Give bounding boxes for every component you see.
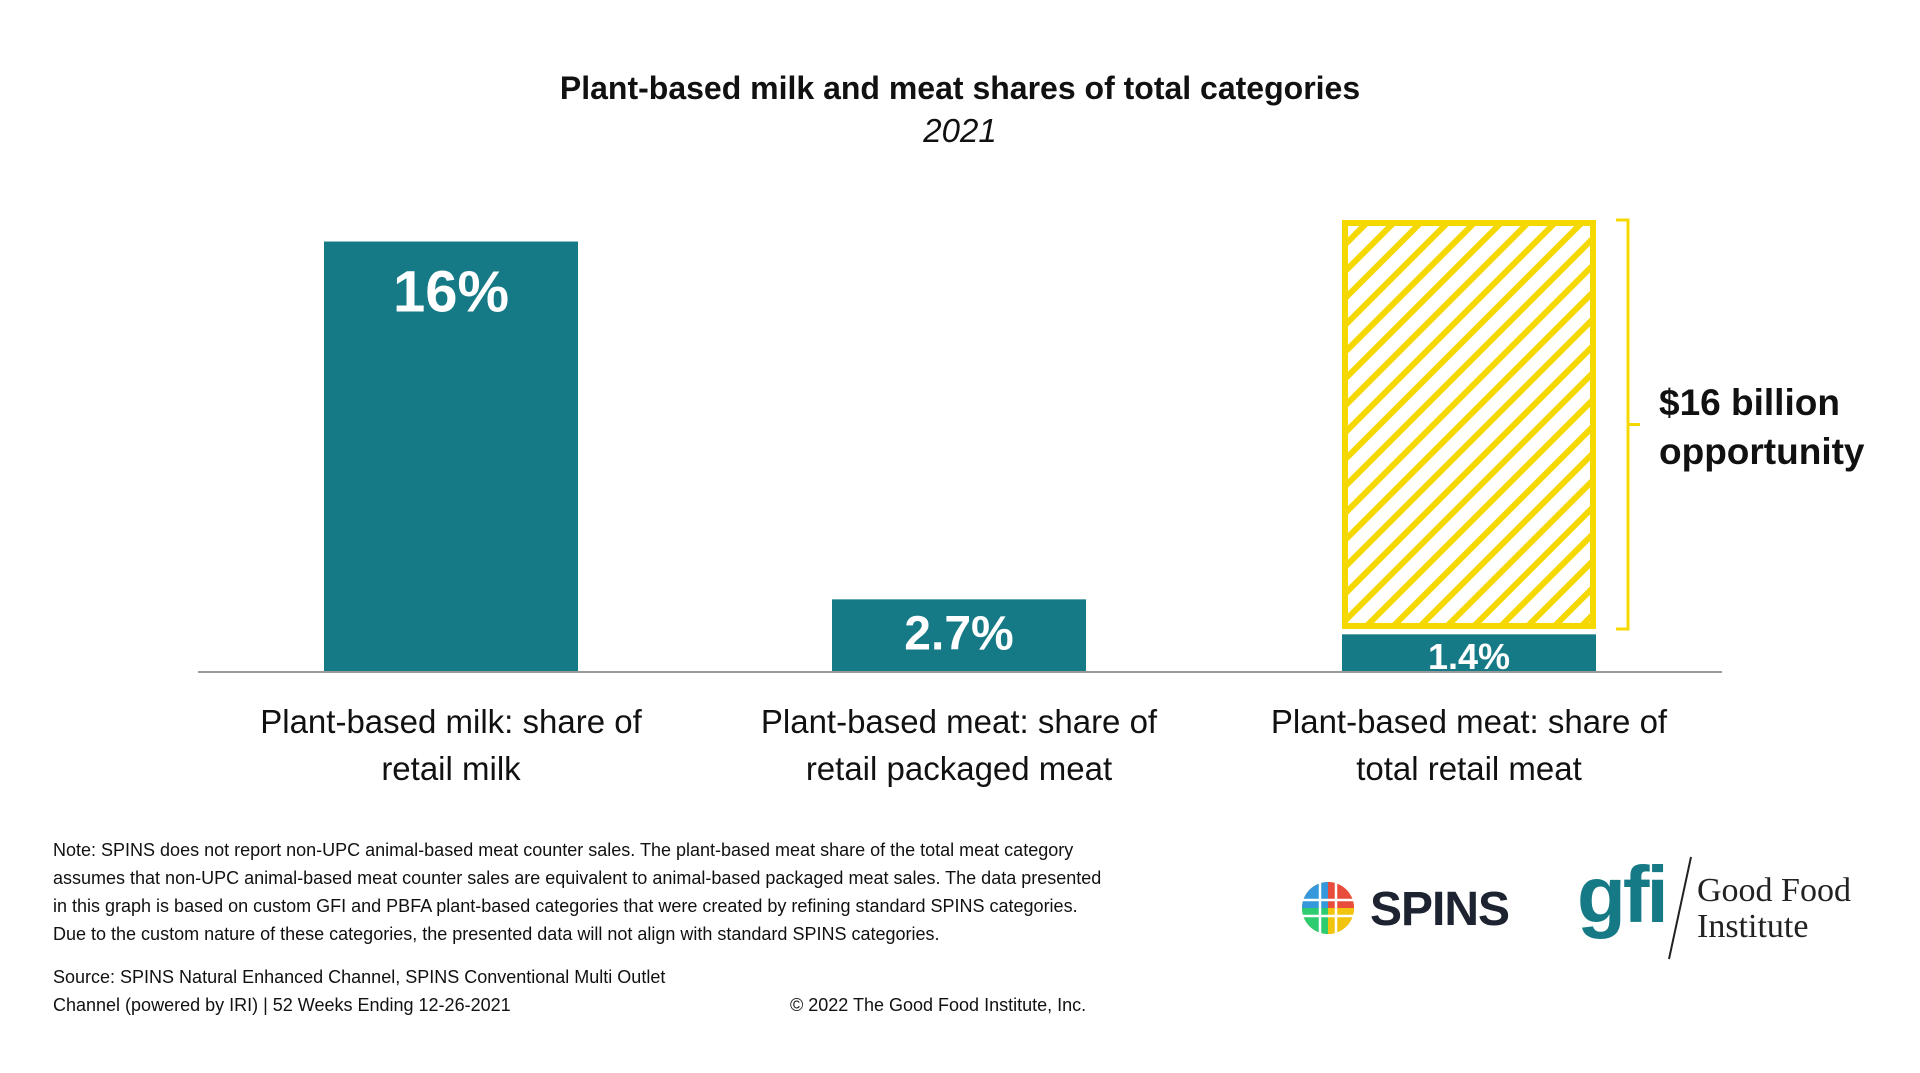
footnote: Note: SPINS does not report non-UPC anim… xyxy=(53,836,1253,948)
opportunity-bar xyxy=(1342,220,1596,629)
category-label-line: Plant-based meat: share of xyxy=(1270,703,1668,740)
opportunity-annotation: $16 billion opportunity xyxy=(1659,378,1865,476)
bar xyxy=(1342,634,1596,672)
source-line: Channel (powered by IRI) | 52 Weeks Endi… xyxy=(53,995,511,1015)
copyright: © 2022 The Good Food Institute, Inc. xyxy=(790,995,1087,1015)
category-label-line: retail packaged meat xyxy=(805,750,1113,787)
gfi-name: Good Food Institute xyxy=(1697,873,1851,945)
category-label: Plant-based meat: share of retail package… xyxy=(729,698,1189,792)
bar xyxy=(324,241,578,672)
gfi-logo: gfi Good Food Institute xyxy=(1577,850,1877,965)
category-label-line: Plant-based meat: share of xyxy=(760,703,1158,740)
chart-title: Plant-based milk and meat shares of tota… xyxy=(559,70,1361,106)
note-line: in this graph is based on custom GFI and… xyxy=(53,896,1078,916)
gfi-divider xyxy=(1668,856,1692,960)
gfi-name-line: Good Food xyxy=(1697,872,1851,909)
category-label: Plant-based milk: share of retail milk xyxy=(221,698,681,792)
spins-globe-icon xyxy=(1302,882,1354,934)
spins-wordmark: SPINS xyxy=(1370,883,1510,936)
gfi-mark: gfi xyxy=(1577,850,1669,939)
annotation-line: $16 billion xyxy=(1659,382,1840,423)
bar xyxy=(832,599,1086,672)
note-line: assumes that non-UPC animal-based meat c… xyxy=(53,868,1102,888)
data-label: 2.7% xyxy=(904,607,1013,660)
note-line: Due to the custom nature of these catego… xyxy=(53,924,940,944)
gfi-name-line: Institute xyxy=(1697,908,1809,945)
category-label: Plant-based meat: share of total retail m… xyxy=(1239,698,1699,792)
data-label: 1.4% xyxy=(1428,636,1510,677)
source-note: Source: SPINS Natural Enhanced Channel, … xyxy=(53,963,665,1019)
opportunity-bracket xyxy=(1616,218,1640,631)
source-line: Source: SPINS Natural Enhanced Channel, … xyxy=(53,967,666,987)
spins-logo: SPINS xyxy=(1298,878,1538,938)
annotation-line: opportunity xyxy=(1659,431,1865,472)
category-label-line: retail milk xyxy=(381,750,521,787)
category-label-line: total retail meat xyxy=(1356,750,1582,787)
data-label: 16% xyxy=(393,260,509,325)
category-label-line: Plant-based milk: share of xyxy=(260,703,642,740)
chart-subtitle: 2021 xyxy=(923,112,997,149)
note-line: Note: SPINS does not report non-UPC anim… xyxy=(53,840,1074,860)
